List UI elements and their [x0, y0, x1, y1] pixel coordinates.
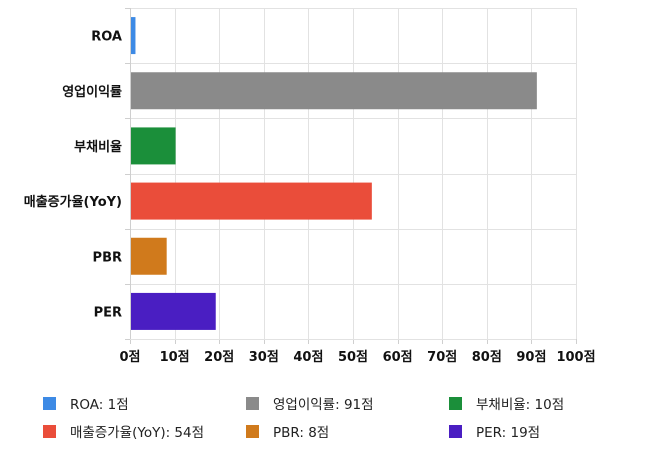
x-tick-label: 90점 [516, 350, 546, 365]
legend-label: ROA: 1점 [70, 397, 129, 413]
legend-label: 영업이익률: 91점 [273, 397, 374, 413]
y-category-label: 매출증가율(YoY) [24, 194, 122, 210]
x-tick-label: 30점 [249, 350, 279, 365]
x-tick-label: 50점 [338, 350, 368, 365]
y-category-label: PBR [93, 250, 122, 265]
y-category-label: 영업이익률 [62, 84, 122, 100]
legend-label: 매출증가율(YoY): 54점 [70, 425, 205, 441]
legend-label: PER: 19점 [476, 425, 541, 441]
bar [131, 72, 537, 110]
legend-item-per[interactable]: PER: 19점 [449, 420, 639, 442]
y-category-label: PER [94, 305, 122, 320]
x-tick-label: 100점 [556, 350, 595, 365]
bar-chart: 0점 10점 20점 30점 40점 50점 60점 70점 80점 90점 100점 ROA 영업이익… [24, 8, 596, 365]
legend-swatch [246, 424, 259, 438]
x-tick-label: 40점 [293, 350, 323, 365]
bar [131, 17, 136, 55]
legend-item-roa[interactable]: ROA: 1점 [43, 392, 246, 414]
bar [131, 182, 372, 220]
x-tick-label: 70점 [427, 350, 457, 365]
x-tick-label: 0점 [119, 350, 140, 365]
bar [131, 292, 216, 330]
legend-swatch [449, 424, 462, 438]
x-tick-label: 80점 [472, 350, 502, 365]
legend: ROA: 1점 영업이익률: 91점 부채비율: 10점 매출증가율(YoY):… [43, 392, 643, 442]
legend-item-revenue-growth[interactable]: 매출증가율(YoY): 54점 [43, 420, 246, 442]
legend-swatch [43, 396, 56, 410]
legend-label: PBR: 8점 [273, 425, 330, 441]
legend-item-debt-ratio[interactable]: 부채비율: 10점 [449, 392, 639, 414]
x-tick-label: 10점 [160, 350, 190, 365]
x-tick-label: 60점 [383, 350, 413, 365]
legend-label: 부채비율: 10점 [476, 397, 565, 413]
y-category-label: 부채비율 [74, 139, 122, 155]
bar [131, 127, 176, 165]
legend-swatch [449, 396, 462, 410]
legend-item-pbr[interactable]: PBR: 8점 [246, 420, 449, 442]
legend-item-operating-margin[interactable]: 영업이익률: 91점 [246, 392, 449, 414]
legend-swatch [246, 396, 259, 410]
legend-swatch [43, 424, 56, 438]
x-tick-label: 20점 [204, 350, 234, 365]
y-category-label: ROA [91, 30, 122, 45]
bar [131, 237, 167, 275]
